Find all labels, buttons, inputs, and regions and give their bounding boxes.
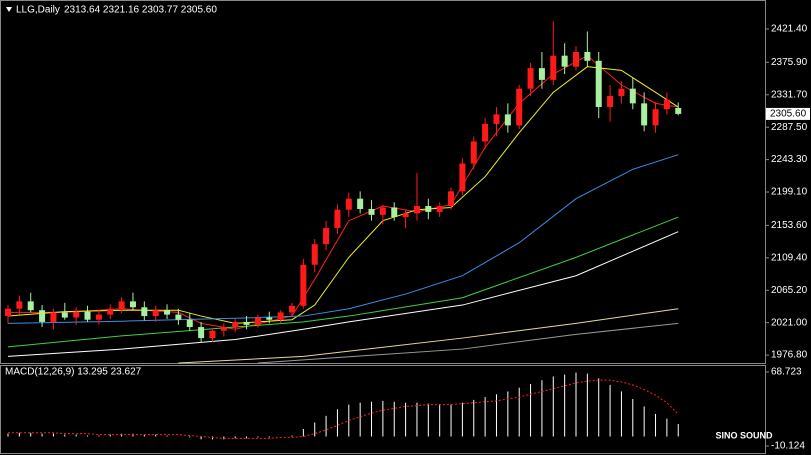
y-tick-label: 2021.00 <box>771 317 808 328</box>
candle-body <box>550 55 557 80</box>
candle-body <box>323 228 330 245</box>
y-tick-label: 2109.40 <box>771 252 808 263</box>
candle-body <box>607 96 614 108</box>
watermark: SINO SOUND <box>715 430 773 440</box>
candle-body <box>493 114 500 124</box>
moving-average <box>257 322 679 364</box>
candle-body <box>198 327 205 339</box>
candle-body <box>118 301 125 309</box>
y-tick-label: 2199.10 <box>771 187 808 198</box>
y-tick-label: 2331.70 <box>771 89 808 100</box>
candle-body <box>504 114 511 126</box>
candle-body <box>675 108 682 114</box>
y-tick-label: 2287.50 <box>771 122 808 133</box>
candle-body <box>595 60 602 108</box>
candle-body <box>266 317 273 320</box>
macd-panel <box>0 365 766 454</box>
moving-average <box>178 308 679 364</box>
candle-body <box>425 206 432 212</box>
candle-body <box>39 310 46 322</box>
candle-body <box>186 319 193 328</box>
y-tick-label: 2065.20 <box>771 285 808 296</box>
candle-body <box>584 52 591 61</box>
moving-average <box>7 231 679 357</box>
candle-body <box>561 55 568 67</box>
candle-body <box>652 109 659 126</box>
symbol: LLG,Daily <box>16 5 60 16</box>
candle-body <box>402 213 409 218</box>
candle-body <box>482 123 489 142</box>
candle-body <box>16 301 23 309</box>
candle-body <box>311 244 318 265</box>
candle-body <box>277 312 284 320</box>
candle-body <box>5 308 11 317</box>
candle-body <box>618 88 625 97</box>
y-tick-label: 2421.40 <box>771 24 808 35</box>
candle-body <box>107 308 114 315</box>
candle-body <box>73 311 80 318</box>
candle-body <box>436 206 443 212</box>
candle-body <box>357 198 364 209</box>
y-tick-label: 68.723 <box>771 367 802 378</box>
candle-body <box>152 310 159 317</box>
candle-body <box>641 103 648 126</box>
candle-body <box>345 198 352 210</box>
y-tick-label: -10.124 <box>771 441 805 452</box>
menu-arrow <box>6 7 12 12</box>
ohlc-info: 2313.64 2321.16 2303.77 2305.60 <box>64 5 217 16</box>
candle-body <box>289 305 295 313</box>
y-tick-label: 1976.80 <box>771 350 808 361</box>
candle-body <box>663 99 670 110</box>
y-tick-label: 2243.30 <box>771 154 808 165</box>
candle-body <box>254 317 261 325</box>
y-tick-label: 2153.60 <box>771 220 808 231</box>
candle-body <box>84 311 91 320</box>
price-panel <box>0 0 766 364</box>
candle-body <box>175 314 182 320</box>
candle-body <box>243 321 250 325</box>
candle-body <box>629 88 636 104</box>
candle-body <box>141 307 148 317</box>
candle-body <box>391 207 398 218</box>
candle-body <box>516 88 523 126</box>
candle-body <box>573 52 579 67</box>
candle-body <box>209 330 216 339</box>
y-tick-label: 2375.90 <box>771 57 808 68</box>
moving-average <box>7 154 679 324</box>
candle-body <box>368 208 375 215</box>
candle-body <box>220 327 227 331</box>
price-tag <box>766 107 810 120</box>
macd-title: MACD(12,26,9) 13.295 23.627 <box>5 367 142 378</box>
moving-average <box>7 216 679 348</box>
candle-body <box>334 209 341 229</box>
candle-body <box>95 314 102 320</box>
candle-body <box>459 163 466 192</box>
signal-line <box>8 379 679 439</box>
candle-body <box>300 264 307 306</box>
candle-body <box>413 206 420 214</box>
candle-body <box>50 312 57 322</box>
candle-body <box>164 310 171 315</box>
candle-body <box>527 68 534 89</box>
candle-body <box>232 321 239 328</box>
candle-body <box>61 312 68 318</box>
candle-body <box>129 301 136 308</box>
candle-body <box>448 191 455 207</box>
price-tag-label: 2305.60 <box>770 109 807 120</box>
candle-body <box>379 207 386 215</box>
candle-body <box>470 141 477 164</box>
candle-body <box>538 68 545 80</box>
candle-body <box>27 301 34 311</box>
